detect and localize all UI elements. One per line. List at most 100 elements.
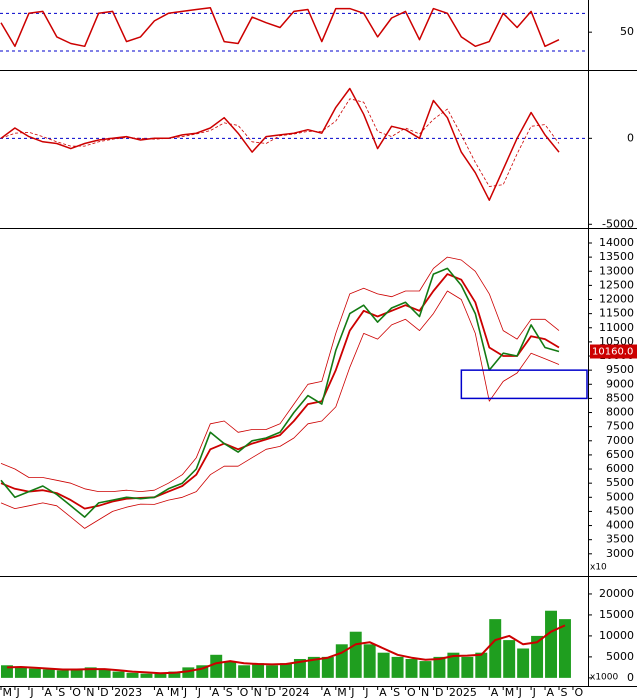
volume-bar [182,667,195,678]
volume-bar [391,656,404,678]
x-tick-label: J [197,686,201,699]
y-tick-label: 8500 [606,391,634,404]
y-tick-label: 0 [627,131,634,144]
x-tick-label: N [421,686,429,699]
x-tick-label: M [337,686,347,699]
panel [0,87,588,201]
support-zone [460,369,588,400]
volume-bar [363,644,376,678]
volume-bar [238,665,251,678]
volume-bar [559,619,571,678]
volume-bar [56,670,69,678]
volume-bar [112,671,125,678]
volume-bar [321,656,334,678]
x-tick-label: S [393,686,400,699]
volume-bar [531,635,544,678]
y-tick-label: 4500 [606,504,634,517]
x-tick-label: O [407,686,416,699]
y-tick-label: 4000 [606,519,634,532]
x-tick-label: S [226,686,233,699]
series-line [0,267,560,518]
axis-unit: x1000 [590,673,619,683]
panel [1,610,571,678]
volume-bar [84,667,97,678]
x-tick-label: O [240,686,249,699]
x-tick-label: A [547,686,555,699]
volume-bar [196,665,209,678]
y-tick-label: 50 [620,25,634,38]
x-tick-label: J [15,686,19,699]
volume-bar [419,661,432,678]
series-line [0,6,560,48]
x-tick-label: N [86,686,94,699]
panel [0,6,588,52]
price-tag [590,344,637,359]
x-tick-label: A [323,686,331,699]
x-tick-label: J [364,686,368,699]
series-line [0,98,560,187]
y-tick-label: 20000 [599,587,634,600]
x-tick-label: J [29,686,33,699]
x-tick-label: S [561,686,568,699]
volume-bar [461,656,474,678]
y-tick-label: 14000 [599,236,634,249]
price-tag-label: 10160.0 [592,346,633,357]
volume-bar [377,652,390,678]
volume-bar [1,665,13,678]
x-tick-label: S [58,686,65,699]
x-tick-label: M [505,686,515,699]
volume-bar [126,672,139,678]
x-tick-label: J [518,686,522,699]
x-tick-label: A [379,686,387,699]
x-tick-label: N [254,686,262,699]
volume-bar [293,658,306,678]
x-tick-label: D [268,686,276,699]
volume-bar [14,667,27,678]
panel [0,256,560,529]
y-tick-label: 5500 [606,476,634,489]
y-tick-label: 12500 [599,278,634,291]
volume-bar [545,610,557,678]
x-tick-label: D [435,686,443,699]
series-line [0,256,560,492]
volume-bar [154,673,167,678]
series-line [6,624,566,675]
y-tick-label: 0 [627,671,634,684]
y-tick-label: 3500 [606,533,634,546]
series-line [0,87,560,201]
volume-bar [168,671,181,678]
x-tick-label: M [3,686,13,699]
x-tick-label: 2025 [449,686,477,699]
volume-bar [224,661,237,678]
y-tick-label: -5000 [602,217,634,230]
y-tick-label: 8000 [606,406,634,419]
x-tick-label: A [156,686,164,699]
x-tick-label: J [350,686,354,699]
x-tick-label: A [44,686,52,699]
volume-bar [349,631,362,678]
x-tick-label: 2023 [114,686,142,699]
volume-bar [140,673,153,678]
volume-bar [42,669,55,678]
x-tick-label: D [100,686,108,699]
volume-bar [503,640,516,678]
x-tick-label: 2024 [282,686,310,699]
y-tick-label: 12000 [599,293,634,306]
volume-bar [210,654,223,678]
y-tick-label: 13000 [599,264,634,277]
y-tick-label: 15000 [599,608,634,621]
volume-bar [252,663,265,678]
x-tick-label: A [212,686,220,699]
volume-bar [475,652,488,678]
y-tick-label: 5000 [606,650,634,663]
volume-bar [405,658,418,678]
volume-bar [28,668,41,678]
x-tick-label: J [532,686,536,699]
volume-bar [266,665,278,678]
x-tick-label: J [183,686,187,699]
y-tick-label: 7500 [606,420,634,433]
y-tick-label: 11500 [599,307,634,320]
